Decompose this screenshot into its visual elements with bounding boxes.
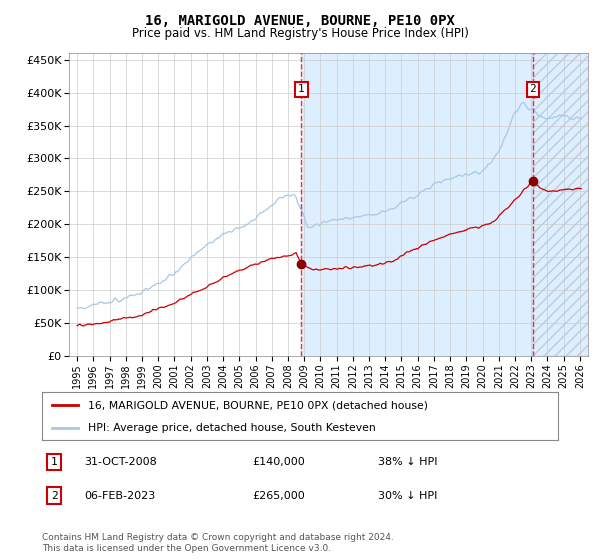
Text: 31-OCT-2008: 31-OCT-2008 <box>84 457 157 467</box>
Text: 06-FEB-2023: 06-FEB-2023 <box>84 491 155 501</box>
Text: 16, MARIGOLD AVENUE, BOURNE, PE10 0PX (detached house): 16, MARIGOLD AVENUE, BOURNE, PE10 0PX (d… <box>88 400 428 410</box>
Text: £265,000: £265,000 <box>252 491 305 501</box>
Text: HPI: Average price, detached house, South Kesteven: HPI: Average price, detached house, Sout… <box>88 423 376 433</box>
Text: 30% ↓ HPI: 30% ↓ HPI <box>378 491 437 501</box>
Text: £140,000: £140,000 <box>252 457 305 467</box>
Bar <box>301 53 596 356</box>
Text: 16, MARIGOLD AVENUE, BOURNE, PE10 0PX: 16, MARIGOLD AVENUE, BOURNE, PE10 0PX <box>145 14 455 28</box>
Text: 38% ↓ HPI: 38% ↓ HPI <box>378 457 437 467</box>
Text: Price paid vs. HM Land Registry's House Price Index (HPI): Price paid vs. HM Land Registry's House … <box>131 27 469 40</box>
Text: 2: 2 <box>529 85 536 94</box>
Text: Contains HM Land Registry data © Crown copyright and database right 2024.
This d: Contains HM Land Registry data © Crown c… <box>42 533 394 553</box>
Bar <box>533 53 596 356</box>
Text: 2: 2 <box>50 491 58 501</box>
Text: 1: 1 <box>50 457 58 467</box>
Text: 1: 1 <box>298 85 305 94</box>
